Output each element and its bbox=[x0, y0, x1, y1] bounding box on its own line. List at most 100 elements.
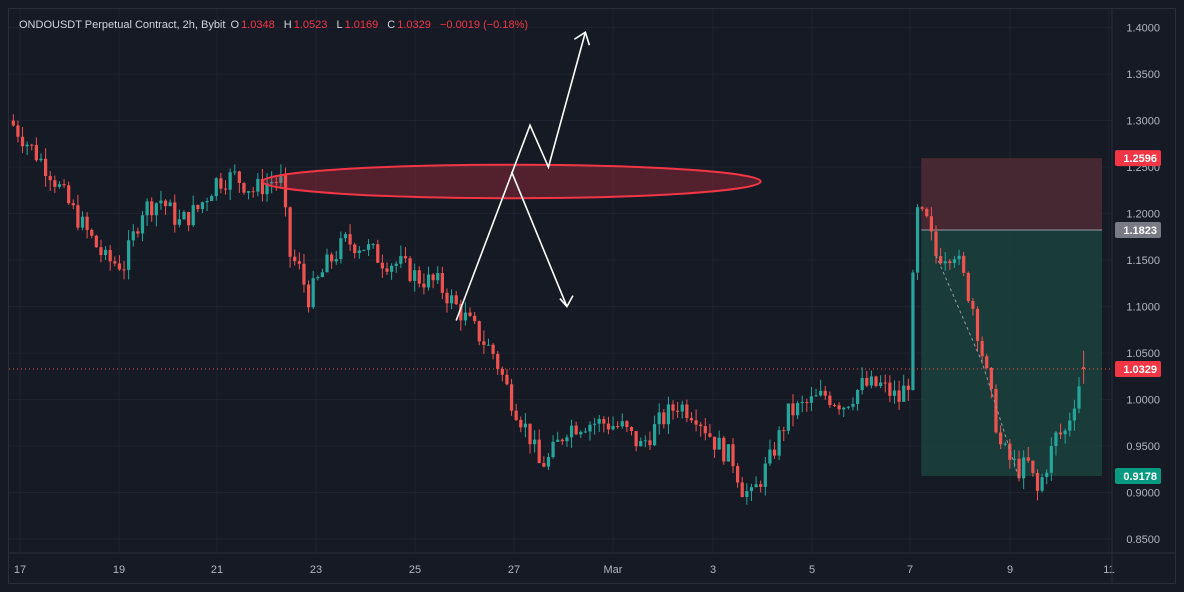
candle-body bbox=[1045, 472, 1049, 478]
candle-body bbox=[662, 412, 666, 425]
candle-body bbox=[1003, 443, 1007, 445]
candle-body bbox=[883, 382, 887, 384]
candle-body bbox=[906, 385, 910, 390]
candle-body bbox=[865, 378, 869, 386]
candle-body bbox=[94, 235, 98, 248]
candle-body bbox=[1031, 460, 1035, 473]
candle-body bbox=[602, 418, 606, 424]
candle-body bbox=[975, 308, 980, 341]
candle-body bbox=[832, 405, 837, 407]
candle-body bbox=[316, 277, 320, 279]
candle-body bbox=[915, 207, 920, 273]
date-tick: 11 bbox=[1103, 564, 1114, 576]
candle-body bbox=[237, 171, 241, 184]
candle-body bbox=[168, 202, 172, 207]
date-tick: 25 bbox=[409, 564, 421, 576]
candle-body bbox=[1072, 408, 1077, 421]
candle-body bbox=[731, 444, 735, 467]
candle-body bbox=[348, 234, 352, 245]
candle-body bbox=[712, 436, 717, 450]
price-tick: 1.3000 bbox=[1126, 116, 1160, 128]
price-tick: 1.0000 bbox=[1126, 395, 1160, 407]
candle-body bbox=[39, 158, 43, 161]
projected-path-down[interactable] bbox=[510, 171, 568, 307]
candle-body bbox=[837, 405, 841, 410]
candle-body bbox=[113, 261, 117, 264]
date-tick: Mar bbox=[604, 564, 623, 576]
candle-body bbox=[592, 423, 597, 425]
last-price-tag: 1.0329 bbox=[1123, 364, 1157, 376]
candle-body bbox=[1040, 477, 1044, 491]
price-chart[interactable]: 1.40001.35001.30001.25001.20001.15001.10… bbox=[9, 9, 1176, 584]
candle-body bbox=[929, 216, 933, 232]
legend-change: −0.0019 (−0.18%) bbox=[439, 19, 529, 31]
candle-body bbox=[219, 178, 223, 189]
candle-body bbox=[473, 315, 477, 322]
candle-body bbox=[445, 292, 449, 304]
candle-body bbox=[468, 312, 472, 316]
candle-body bbox=[749, 487, 754, 492]
projection-path bbox=[935, 255, 1020, 479]
candle-body bbox=[182, 212, 186, 220]
candle-body bbox=[542, 463, 546, 467]
candle-body bbox=[214, 178, 218, 197]
candle-body bbox=[288, 207, 292, 257]
candle-body bbox=[1026, 457, 1030, 461]
candle-body bbox=[1035, 472, 1040, 491]
candle-body bbox=[523, 423, 528, 428]
chart-frame[interactable]: ONDOUSDT Perpetual Contract, 2h, Bybit O… bbox=[8, 8, 1176, 584]
candle-body bbox=[131, 231, 135, 241]
candle-body bbox=[708, 433, 712, 437]
candle-body bbox=[279, 174, 283, 183]
candle-body bbox=[1022, 457, 1026, 479]
candle-body bbox=[597, 418, 601, 424]
candle-body bbox=[399, 256, 403, 264]
candle-body bbox=[251, 191, 255, 193]
candle-body bbox=[629, 427, 634, 432]
candle-body bbox=[500, 368, 504, 375]
legend-low-label: L bbox=[336, 19, 343, 31]
candle-body bbox=[320, 272, 325, 278]
candle-body bbox=[514, 410, 518, 420]
candle-body bbox=[620, 421, 624, 427]
stop-loss-zone[interactable] bbox=[921, 158, 1102, 231]
candle-body bbox=[685, 404, 689, 418]
candle-body bbox=[616, 426, 620, 428]
candle-body bbox=[948, 261, 952, 264]
candle-body bbox=[16, 125, 20, 137]
candle-body bbox=[177, 219, 182, 225]
candle-body bbox=[879, 382, 883, 386]
stop-price-tag: 1.2596 bbox=[1123, 153, 1157, 165]
candle-body bbox=[528, 423, 532, 445]
candle-body bbox=[745, 491, 749, 497]
candle-body bbox=[449, 295, 454, 304]
legend-symbol: ONDOUSDT Perpetual Contract, 2h, Bybit bbox=[19, 19, 226, 31]
candle-body bbox=[759, 484, 763, 487]
candle-body bbox=[639, 441, 643, 447]
candle-body bbox=[99, 247, 103, 256]
candle-body bbox=[223, 188, 228, 190]
candle-body bbox=[980, 340, 984, 357]
date-tick: 9 bbox=[1007, 564, 1013, 576]
candle-body bbox=[551, 441, 555, 458]
candle-body bbox=[48, 175, 52, 181]
candle-body bbox=[145, 201, 149, 216]
candle-body bbox=[76, 205, 80, 228]
candle-body bbox=[569, 425, 574, 438]
candle-body bbox=[643, 440, 647, 442]
candle-body bbox=[1012, 458, 1017, 460]
candle-body bbox=[791, 403, 795, 416]
projected-path-up[interactable] bbox=[455, 32, 587, 321]
candle-body bbox=[772, 449, 777, 456]
candle-body bbox=[671, 404, 675, 411]
candle-body bbox=[362, 249, 366, 251]
take-profit-zone[interactable] bbox=[921, 230, 1102, 477]
resistance-ellipse[interactable] bbox=[261, 163, 762, 200]
legend-open: 1.0348 bbox=[241, 19, 275, 31]
candle-body bbox=[459, 304, 463, 321]
price-tick: 1.1500 bbox=[1126, 255, 1160, 267]
candle-body bbox=[127, 240, 131, 270]
candle-body bbox=[191, 205, 195, 226]
candle-body bbox=[122, 269, 126, 271]
candle-body bbox=[560, 439, 564, 442]
